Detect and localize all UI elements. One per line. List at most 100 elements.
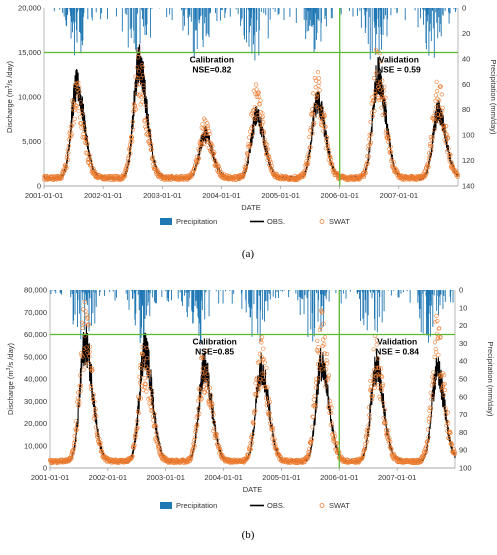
y2-tick-label: 120 xyxy=(462,156,475,165)
x-tick-label: 2002-01-01 xyxy=(89,473,127,482)
precipitation-bar xyxy=(249,290,250,307)
y-axis-title-rest: /s /day) xyxy=(5,61,14,86)
panel-caption: (a) xyxy=(242,248,255,260)
precipitation-bar xyxy=(453,290,454,303)
precipitation-bar xyxy=(387,8,388,19)
precipitation-bar xyxy=(423,290,424,291)
precipitation-bar xyxy=(184,8,185,26)
precipitation-bar xyxy=(130,8,131,29)
precipitation-bar xyxy=(314,290,315,328)
precipitation-bar xyxy=(310,290,311,329)
precipitation-bar xyxy=(264,290,265,322)
swat-point xyxy=(144,383,148,387)
x-tick-label: 2007-01-01 xyxy=(380,191,418,200)
y2-axis-title: Precipitation (mm/day) xyxy=(489,59,497,135)
validation-label: Validation xyxy=(377,337,417,347)
precipitation-bar xyxy=(222,8,223,10)
precipitation-bar xyxy=(353,8,354,17)
precipitation-bar xyxy=(304,8,305,20)
precipitation-bar xyxy=(278,8,279,15)
precipitation-bar xyxy=(349,8,350,11)
x-tick-label: 2005-01-01 xyxy=(262,473,300,482)
precipitation-bar xyxy=(64,8,65,17)
precipitation-bar xyxy=(181,290,182,301)
precipitation-bar xyxy=(323,290,324,312)
swat-point xyxy=(434,94,438,98)
precipitation-bar xyxy=(73,290,74,320)
swat-point xyxy=(139,103,143,107)
x-tick-label: 2003-01-01 xyxy=(143,191,181,200)
precipitation-bar xyxy=(266,290,267,301)
precipitation-bar xyxy=(445,8,446,11)
precipitation-bar xyxy=(199,8,200,19)
swat-point xyxy=(317,76,321,80)
precipitation-bar xyxy=(454,8,455,9)
swat-point xyxy=(440,93,444,97)
precipitation-bar xyxy=(79,8,80,32)
precipitation-bar xyxy=(131,290,132,291)
precipitation-bar xyxy=(259,8,260,30)
precipitation-bar xyxy=(196,8,197,30)
x-tick-label: 2004-01-01 xyxy=(204,473,242,482)
calibration-label: Calibration xyxy=(190,55,234,65)
precipitation-bar xyxy=(301,290,302,299)
precipitation-bar xyxy=(104,290,105,296)
y-tick-label: 5,000 xyxy=(22,137,41,146)
swat-point xyxy=(313,394,317,398)
precipitation-bar xyxy=(115,290,116,301)
precipitation-bar xyxy=(368,8,369,44)
swat-point xyxy=(143,377,147,381)
precipitation-bar xyxy=(385,8,386,15)
precipitation-bar xyxy=(403,290,404,292)
precipitation-bar xyxy=(259,290,260,296)
swat-point xyxy=(316,70,320,74)
precipitation-bar xyxy=(150,8,151,38)
precipitation-bar xyxy=(384,290,385,311)
precipitation-bar xyxy=(136,8,137,52)
precipitation-bar xyxy=(236,8,237,9)
precipitation-bar xyxy=(168,290,169,302)
swat-point xyxy=(308,135,312,139)
precipitation-bar xyxy=(189,290,190,298)
precipitation-bar xyxy=(149,290,150,316)
precipitation-bar xyxy=(125,8,126,14)
y-tick-label: 15,000 xyxy=(18,48,41,57)
precipitation-bar xyxy=(365,290,366,313)
precipitation-bar xyxy=(71,290,72,291)
precipitation-bar xyxy=(200,8,201,16)
swat-point xyxy=(82,368,86,372)
precipitation-bar xyxy=(326,290,327,293)
precipitation-bar xyxy=(126,290,127,294)
precipitation-bar xyxy=(50,290,51,294)
precipitation-bar xyxy=(335,290,336,293)
precipitation-bar xyxy=(282,290,283,292)
precipitation-bar xyxy=(307,290,308,337)
legend-precipitation-label: Precipitation xyxy=(176,501,217,510)
precipitation-bar xyxy=(60,290,61,293)
panel-caption: (b) xyxy=(242,529,255,541)
precipitation-bar xyxy=(93,290,94,292)
precipitation-bar xyxy=(423,290,424,333)
precipitation-bar xyxy=(332,8,333,18)
precipitation-bar xyxy=(437,8,438,38)
precipitation-bar xyxy=(69,8,70,9)
precipitation-bar xyxy=(322,290,323,294)
x-tick-label: 2004-01-01 xyxy=(202,191,240,200)
y2-tick-label: 90 xyxy=(459,446,467,455)
precipitation-bar xyxy=(343,290,344,293)
precipitation-bar xyxy=(434,8,435,58)
precipitation-bar xyxy=(72,290,73,294)
precipitation-bar xyxy=(431,290,432,306)
precipitation-bar xyxy=(256,8,257,20)
precipitation-bar xyxy=(55,290,56,293)
x-tick-label: 2002-01-01 xyxy=(84,191,122,200)
precipitation-bar xyxy=(77,8,78,43)
precipitation-bar xyxy=(374,290,375,330)
precipitation-bar xyxy=(203,8,204,47)
precipitation-bar xyxy=(346,290,347,299)
precipitation-bar xyxy=(362,290,363,318)
y2-tick-label: 50 xyxy=(459,375,467,384)
precipitation-bar xyxy=(418,290,419,295)
